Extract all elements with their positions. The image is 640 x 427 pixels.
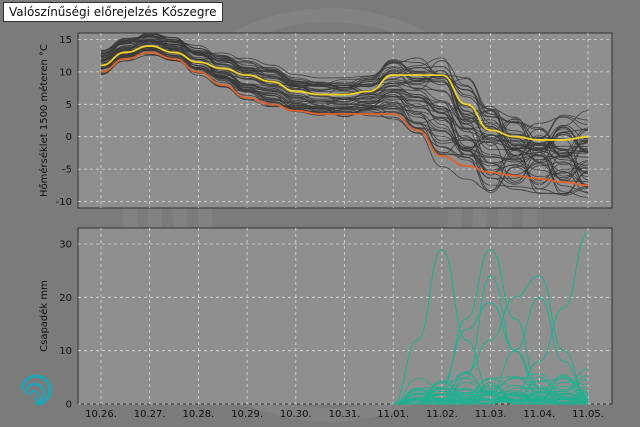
ensemble-line bbox=[393, 400, 589, 405]
logo-arc bbox=[28, 390, 39, 400]
ensemble-line bbox=[100, 50, 589, 186]
chart-title: Valószínűségi előrejelzés Kőszegre bbox=[3, 2, 223, 22]
temperature-panel: -10 -5 0 5 10 15 Hőmérséklet 1500 méteren °C bbox=[38, 32, 613, 209]
y-tick-label: 0 bbox=[66, 400, 72, 411]
watermark-arc bbox=[123, 8, 537, 422]
y-tick-label: 20 bbox=[59, 293, 72, 304]
logo-arc bbox=[20, 374, 52, 406]
ensemble-line bbox=[393, 391, 589, 405]
precipitation-panel: 0 10 20 30 Csapadék mm 10.26. 10.27. 10.28. 10.2… bbox=[38, 227, 613, 420]
y-tick-label: 30 bbox=[59, 240, 72, 251]
ensemble-line bbox=[100, 39, 589, 178]
ensemble-line bbox=[393, 380, 589, 405]
y-tick-label: 5 bbox=[66, 100, 72, 111]
logo-arc bbox=[24, 382, 46, 404]
x-tick-label: 11.03. bbox=[475, 409, 507, 420]
y-tick-label: -5 bbox=[62, 165, 72, 176]
ensemble-line bbox=[393, 376, 589, 405]
ensemble-line bbox=[393, 386, 589, 405]
ensemble-line bbox=[100, 49, 589, 179]
y-tick-label: 15 bbox=[59, 35, 72, 46]
peak-line bbox=[392, 248, 588, 405]
ensemble-line bbox=[393, 373, 589, 405]
highlight-line bbox=[100, 51, 589, 187]
x-tick-label: 11.05. bbox=[572, 409, 604, 420]
y-tick-label: 10 bbox=[59, 346, 72, 357]
peak-line bbox=[393, 232, 589, 405]
x-tick-label: 11.02. bbox=[426, 409, 458, 420]
ensemble-line bbox=[100, 40, 589, 163]
x-tick-label: 11.01. bbox=[377, 409, 409, 420]
ensemble-line bbox=[100, 32, 589, 151]
y-tick-label: 10 bbox=[59, 67, 72, 78]
peak-line bbox=[393, 302, 588, 405]
ensemble-line bbox=[100, 47, 589, 182]
ensemble-line bbox=[393, 381, 589, 405]
ensemble-line bbox=[100, 45, 589, 189]
x-tick-label: 10.26. bbox=[85, 409, 117, 420]
x-tick-label: 10.27. bbox=[134, 409, 166, 420]
y-tick-label: -10 bbox=[56, 197, 72, 208]
x-tick-label: 11.04. bbox=[523, 409, 555, 420]
ensemble-line bbox=[393, 385, 589, 405]
x-tick-label: 10.29. bbox=[231, 409, 263, 420]
plot-area bbox=[77, 32, 613, 209]
highlight-line bbox=[100, 45, 589, 141]
x-tick-label: 10.31. bbox=[329, 409, 361, 420]
y-axis-label: Csapadék mm bbox=[38, 280, 50, 352]
plot-area bbox=[77, 227, 613, 405]
y-axis-label: Hőmérséklet 1500 méteren °C bbox=[38, 44, 50, 197]
peak-line bbox=[393, 275, 589, 405]
y-tick-label: 0 bbox=[66, 132, 72, 143]
swirl-logo-icon bbox=[20, 374, 52, 406]
ensemble-line bbox=[100, 35, 589, 142]
x-tick-label: 10.28. bbox=[182, 409, 214, 420]
x-tick-label: 10.30. bbox=[280, 409, 312, 420]
